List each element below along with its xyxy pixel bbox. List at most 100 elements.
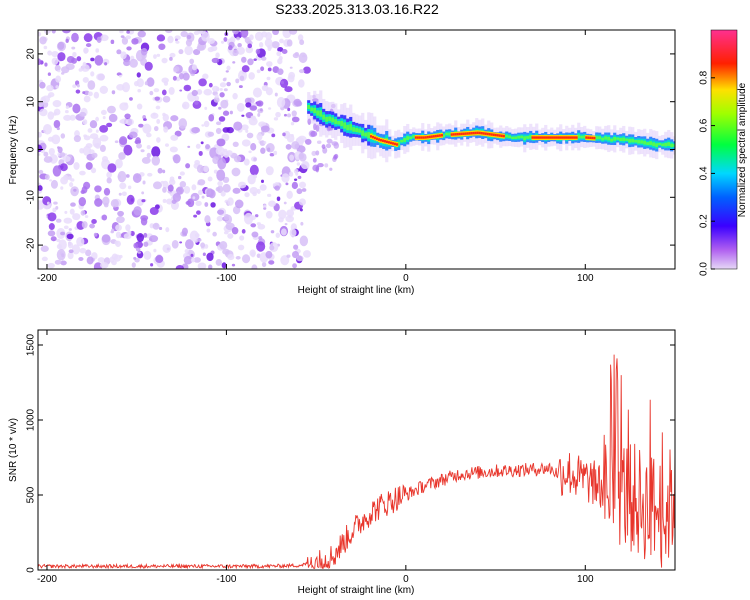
noise-speckle xyxy=(281,48,288,54)
noise-speckle xyxy=(232,49,239,57)
noise-speckle xyxy=(300,221,304,226)
noise-speckle xyxy=(54,64,61,72)
noise-speckle xyxy=(189,58,195,65)
ridge-core-red xyxy=(563,136,566,139)
ridge-core-red xyxy=(571,136,574,139)
spectrogram-x-tick-label: 100 xyxy=(577,273,594,284)
noise-speckle xyxy=(194,239,198,243)
noise-speckle xyxy=(249,34,254,41)
noise-speckle xyxy=(38,131,42,138)
snr-y-tick-label: 500 xyxy=(26,486,37,503)
noise-speckle xyxy=(164,143,169,147)
noise-speckle xyxy=(156,34,166,42)
noise-speckle xyxy=(289,154,295,161)
noise-speckle xyxy=(274,185,280,191)
noise-speckle xyxy=(254,31,264,42)
ridge-band-inner xyxy=(601,137,605,141)
noise-speckle xyxy=(169,176,175,182)
ridge-band-inner xyxy=(673,144,675,147)
noise-speckle xyxy=(290,121,295,126)
ridge-band-inner xyxy=(355,127,359,133)
noise-speckle xyxy=(215,258,222,266)
noise-speckle xyxy=(280,255,290,266)
noise-speckle xyxy=(207,46,215,53)
noise-speckle xyxy=(201,31,210,42)
ridge-band-inner xyxy=(307,104,311,110)
noise-speckle xyxy=(121,191,127,197)
noise-speckle xyxy=(229,110,233,115)
ridge-band-inner xyxy=(514,136,518,140)
noise-speckle xyxy=(47,50,53,56)
ridge-band-inner xyxy=(670,143,674,148)
ridge-band-inner xyxy=(316,110,320,116)
noise-speckle xyxy=(146,145,151,150)
noise-speckle xyxy=(161,89,167,96)
noise-speckle xyxy=(156,53,161,57)
noise-speckle xyxy=(265,166,274,176)
noise-speckle xyxy=(203,120,210,128)
noise-speckle xyxy=(133,206,142,216)
ridge-core-red xyxy=(379,139,383,142)
noise-speckle xyxy=(263,141,267,144)
snr-plot-area xyxy=(38,330,675,570)
noise-speckle xyxy=(170,134,179,141)
noise-speckle xyxy=(38,169,44,175)
ridge-band-inner xyxy=(613,137,617,141)
noise-speckle xyxy=(63,114,72,121)
ridge-band-inner xyxy=(517,135,521,139)
ridge-band-inner xyxy=(325,116,329,122)
noise-speckle xyxy=(52,100,62,108)
noise-speckle xyxy=(162,198,167,204)
noise-speckle xyxy=(195,200,202,207)
noise-speckle xyxy=(65,105,70,109)
ridge-core-red xyxy=(460,132,463,136)
noise-speckle xyxy=(152,222,160,230)
ridge-core-red xyxy=(436,134,440,138)
noise-speckle xyxy=(131,262,136,268)
noise-speckle xyxy=(44,174,50,180)
noise-speckle xyxy=(158,226,163,231)
noise-speckle xyxy=(286,254,291,258)
noise-speckle xyxy=(208,264,213,269)
noise-speckle xyxy=(70,202,76,207)
noise-speckle xyxy=(200,141,204,145)
noise-speckle xyxy=(53,111,57,116)
ridge-core-red xyxy=(414,136,418,139)
noise-speckle xyxy=(72,103,81,114)
ridge-band-inner xyxy=(577,134,581,139)
noise-speckle xyxy=(106,171,112,179)
noise-speckle xyxy=(206,188,214,198)
noise-speckle xyxy=(175,40,180,44)
ridge-core-red xyxy=(585,136,588,139)
noise-speckle xyxy=(196,238,202,242)
ridge-core-red xyxy=(478,131,481,135)
noise-speckle xyxy=(51,57,59,65)
noise-speckle xyxy=(57,69,61,73)
noise-speckle xyxy=(208,114,215,122)
noise-speckle xyxy=(51,30,56,34)
noise-speckle xyxy=(298,52,308,64)
noise-speckle xyxy=(115,158,123,169)
noise-speckle xyxy=(202,73,209,80)
noise-speckle xyxy=(123,233,132,240)
noise-speckle xyxy=(237,43,242,48)
snr-series-line xyxy=(38,354,675,570)
noise-speckle xyxy=(155,255,164,264)
noise-speckle xyxy=(38,58,42,66)
spectrogram-y-tick-label: -20 xyxy=(26,237,37,252)
noise-speckle xyxy=(121,36,129,45)
noise-speckle xyxy=(222,77,227,82)
noise-speckle xyxy=(41,256,48,262)
noise-speckle xyxy=(141,199,146,203)
noise-speckle xyxy=(266,76,271,81)
ridge-core-red xyxy=(484,132,487,135)
ridge-core-red xyxy=(541,136,544,139)
noise-speckle xyxy=(285,182,289,186)
noise-speckle xyxy=(87,128,93,133)
ridge-core-red xyxy=(551,136,554,139)
noise-speckle xyxy=(288,171,294,177)
noise-speckle xyxy=(144,81,148,86)
colorbar-gradient xyxy=(710,29,738,270)
noise-speckle xyxy=(297,135,307,143)
noise-speckle xyxy=(203,165,209,173)
